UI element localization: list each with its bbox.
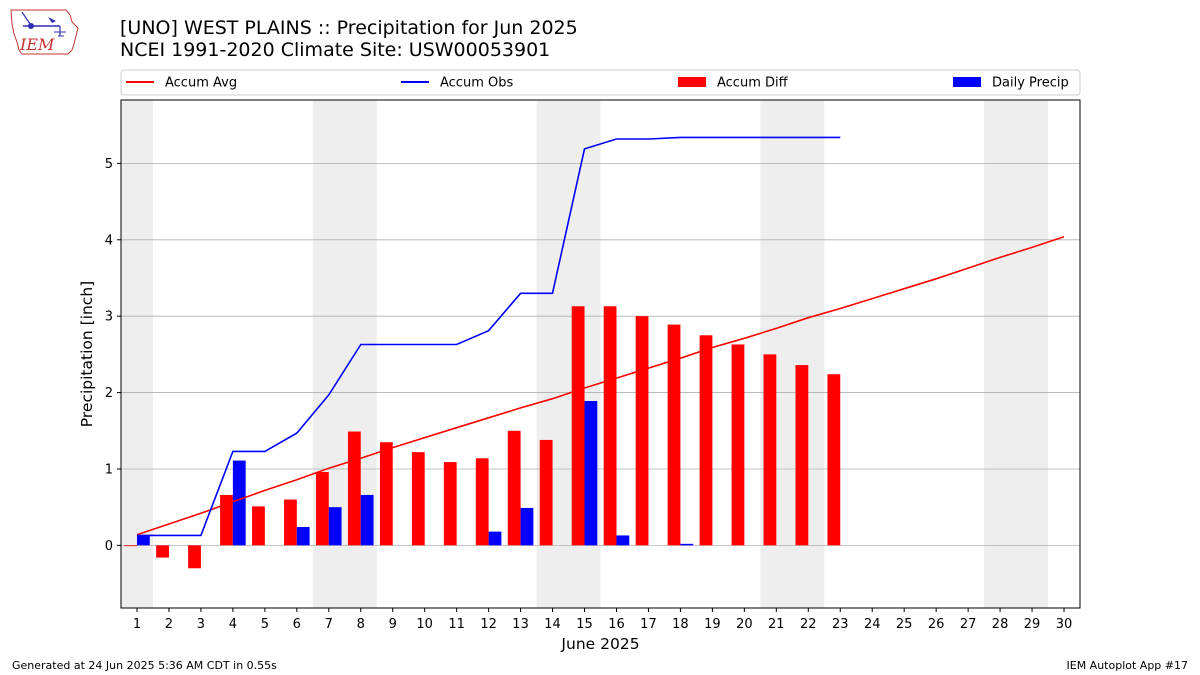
accum-diff-bar — [252, 506, 265, 546]
daily-precip-bar — [584, 400, 598, 546]
x-tick-label: 3 — [197, 617, 205, 632]
x-tick-label: 22 — [800, 617, 817, 632]
daily-precip-bar — [328, 507, 342, 546]
accum-diff-bar — [795, 365, 809, 546]
x-tick-label: 11 — [448, 617, 465, 632]
y-tick-label: 0 — [105, 539, 113, 554]
legend-box — [120, 69, 1081, 96]
x-tick-label: 21 — [768, 617, 785, 632]
weekend-shade — [984, 100, 1049, 608]
x-tick-label: 8 — [357, 617, 365, 632]
y-tick-label: 4 — [105, 233, 113, 248]
legend-accum-diff-label: Accum Diff — [717, 76, 789, 91]
weekend-shade — [121, 100, 153, 608]
x-tick-label: 19 — [704, 617, 721, 632]
accum-diff-bar — [763, 354, 777, 546]
daily-precip-bar — [680, 543, 694, 546]
chart-title: [UNO] WEST PLAINS :: Precipitation for J… — [120, 17, 578, 39]
x-tick-label: 6 — [293, 617, 301, 632]
accum-diff-bar — [188, 545, 201, 569]
daily-precip-bar — [616, 535, 630, 546]
accum-diff-bar — [284, 499, 297, 546]
accum-diff-bar — [379, 442, 393, 546]
x-axis-label: June 2025 — [560, 635, 639, 653]
logo-text: IEM — [19, 35, 55, 54]
accum-diff-bar — [156, 545, 169, 558]
x-tick-label: 23 — [832, 617, 849, 632]
legend-accum-obs-label: Accum Obs — [440, 76, 513, 91]
daily-precip-bar — [520, 507, 534, 546]
x-tick-label: 5 — [261, 617, 269, 632]
legend-accum-avg-label: Accum Avg — [165, 76, 237, 91]
generated-footer: Generated at 24 Jun 2025 5:36 AM CDT in … — [12, 659, 277, 672]
x-tick-label: 29 — [1024, 617, 1041, 632]
x-tick-label: 20 — [736, 617, 753, 632]
x-tick-label: 26 — [928, 617, 945, 632]
daily-precip-bar — [360, 494, 374, 546]
y-tick-label: 2 — [105, 386, 113, 401]
x-tick-label: 14 — [544, 617, 561, 632]
accum-diff-bar — [603, 306, 617, 546]
iem-logo: IEM — [10, 9, 79, 55]
x-tick-label: 2 — [165, 617, 173, 632]
app-footer: IEM Autoplot App #17 — [1066, 659, 1189, 672]
accum-diff-bar — [443, 462, 457, 546]
daily-precip-bar — [136, 535, 150, 546]
y-axis-label: Precipitation [inch] — [78, 281, 96, 427]
accum-diff-bar — [827, 374, 841, 546]
x-tick-label: 12 — [480, 617, 497, 632]
x-tick-label: 1 — [133, 617, 141, 632]
accum-diff-bar — [475, 458, 489, 546]
accum-diff-bar — [124, 545, 137, 547]
daily-precip-bar — [296, 527, 310, 546]
accum-diff-bar — [347, 431, 361, 546]
legend-daily-precip-swatch — [953, 77, 981, 87]
x-tick-label: 9 — [389, 617, 397, 632]
x-tick-label: 16 — [608, 617, 625, 632]
accum-diff-bar — [411, 452, 425, 546]
y-tick-label: 5 — [105, 157, 113, 172]
accum-diff-bar — [315, 472, 329, 546]
x-tick-label: 28 — [992, 617, 1009, 632]
accum-obs-line — [137, 136, 841, 537]
daily-precip-bar — [232, 460, 246, 546]
iowa-outline-icon — [10, 9, 79, 55]
x-tick-label: 15 — [576, 617, 593, 632]
x-tick-label: 30 — [1056, 617, 1073, 632]
accum-diff-bar — [635, 316, 649, 546]
chart-subtitle: NCEI 1991-2020 Climate Site: USW00053901 — [120, 39, 551, 61]
x-tick-label: 17 — [640, 617, 657, 632]
plot-frame — [120, 99, 1081, 609]
legend-accum-diff-swatch — [678, 77, 706, 87]
x-tick-label: 18 — [672, 617, 689, 632]
x-tick-label: 10 — [416, 617, 433, 632]
accum-diff-bar — [667, 324, 681, 546]
accum-diff-bar — [539, 439, 553, 546]
y-tick-label: 1 — [105, 462, 113, 477]
accum-diff-bar — [220, 494, 233, 546]
x-tick-label: 24 — [864, 617, 881, 632]
x-tick-label: 25 — [896, 617, 913, 632]
legend-daily-precip-label: Daily Precip — [992, 76, 1069, 91]
daily-precip-bar — [488, 531, 502, 546]
accum-avg-line — [136, 235, 1065, 536]
accum-diff-bar — [507, 430, 521, 546]
x-tick-label: 7 — [325, 617, 333, 632]
accum-diff-bar — [731, 344, 745, 546]
accum-diff-bar — [699, 335, 713, 546]
x-tick-label: 4 — [229, 617, 237, 632]
x-tick-label: 13 — [512, 617, 529, 632]
x-tick-label: 27 — [960, 617, 977, 632]
y-tick-label: 3 — [105, 310, 113, 325]
accum-diff-bar — [571, 306, 585, 546]
